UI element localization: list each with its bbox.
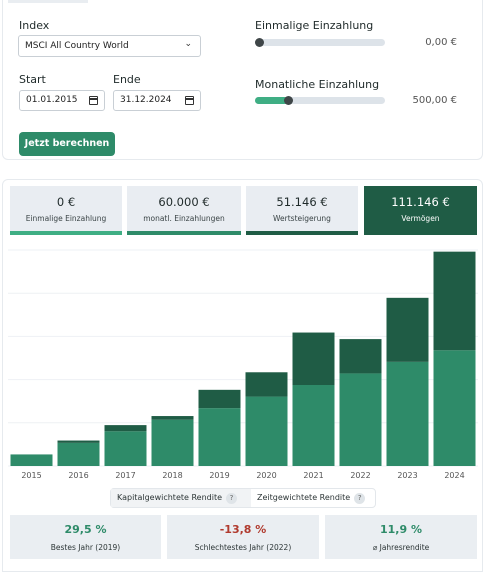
tab-label: Zeitgewichtete Rendite — [257, 493, 351, 502]
summary-caption: Vermögen — [401, 214, 440, 223]
tab-label: Kapitalgewichtete Rendite — [117, 493, 223, 502]
kpi-caption: ⌀ Jahresrendite — [372, 543, 430, 552]
chevron-down-icon: ⌄ — [184, 39, 192, 49]
kpi-best-year: 29,5 % Bestes Jahr (2019) — [10, 515, 161, 559]
summary-accent-bar — [246, 231, 358, 235]
x-tick-label: 2020 — [256, 471, 276, 480]
summary-total: 111.146 € Vermögen — [364, 186, 477, 235]
x-tick-label: 2017 — [115, 471, 135, 480]
kpi-caption: Bestes Jahr (2019) — [50, 543, 121, 552]
summary-value: 0 € — [56, 195, 76, 209]
end-date-input[interactable]: 31.12.2024 — [113, 90, 201, 111]
bar-deposits — [10, 454, 53, 466]
bar-growth — [151, 416, 194, 420]
summary-value: 51.146 € — [276, 195, 328, 209]
one-time-deposit-value: 0,00 € — [425, 37, 457, 48]
kpi-value: 11,9 % — [380, 523, 422, 536]
bar-growth — [433, 251, 476, 351]
help-icon[interactable]: ? — [226, 493, 238, 504]
bar-growth — [339, 339, 382, 374]
monthly-deposit-slider[interactable] — [255, 96, 385, 105]
bar-deposits — [292, 385, 335, 466]
one-time-deposit-label: Einmalige Einzahlung — [255, 19, 374, 32]
bar-growth — [57, 440, 100, 443]
tab-indicator — [8, 0, 88, 3]
x-tick-label: 2015 — [21, 471, 41, 480]
summary-accent-bar — [10, 231, 122, 235]
summary-caption: Einmalige Einzahlung — [25, 214, 107, 223]
calendar-icon[interactable] — [89, 96, 98, 105]
kpi-average-return: 11,9 % ⌀ Jahresrendite — [325, 515, 477, 559]
x-tick-label: 2018 — [162, 471, 182, 480]
kpi-worst-year: -13,8 % Schlechtestes Jahr (2022) — [167, 515, 319, 559]
slider-handle[interactable] — [283, 96, 293, 105]
bar-growth — [245, 372, 288, 397]
bar-deposits — [339, 373, 382, 466]
bar-deposits — [57, 442, 100, 466]
bar-deposits — [151, 419, 194, 466]
bar-growth — [198, 389, 241, 409]
calendar-icon[interactable] — [185, 96, 194, 105]
x-tick-label: 2024 — [444, 471, 464, 480]
end-label: Ende — [113, 73, 141, 86]
slider-fill — [255, 97, 288, 104]
summary-caption: monatl. Einzahlungen — [143, 214, 225, 223]
tab-time-weighted[interactable]: Zeitgewichtete Rendite? — [251, 489, 375, 507]
return-type-toggle[interactable]: Kapitalgewichtete Rendite? Zeitgewichtet… — [110, 488, 376, 508]
help-icon[interactable]: ? — [354, 493, 366, 504]
index-select-value: MSCI All Country World — [25, 41, 129, 51]
index-select[interactable]: MSCI All Country World ⌄ — [18, 35, 201, 57]
kpi-caption: Schlechtestes Jahr (2022) — [194, 543, 292, 552]
summary-caption: Wertsteigerung — [273, 214, 331, 223]
x-tick-label: 2019 — [209, 471, 229, 480]
x-tick-label: 2022 — [350, 471, 370, 480]
bar-growth — [292, 332, 335, 385]
bar-growth — [104, 425, 147, 432]
bar-growth — [386, 297, 429, 362]
summary-monthly: 60.000 € monatl. Einzahlungen — [127, 186, 241, 235]
summary-one-time: 0 € Einmalige Einzahlung — [10, 186, 122, 235]
bar-deposits — [104, 431, 147, 466]
kpi-value: -13,8 % — [219, 523, 267, 536]
calculate-button[interactable]: Jetzt berechnen — [19, 132, 115, 156]
bar-deposits — [433, 350, 476, 466]
slider-handle[interactable] — [255, 38, 264, 47]
summary-growth: 51.146 € Wertsteigerung — [246, 186, 358, 235]
monthly-deposit-value: 500,00 € — [412, 95, 457, 106]
x-tick-label: 2021 — [303, 471, 323, 480]
one-time-deposit-slider[interactable] — [255, 38, 385, 47]
monthly-deposit-label: Monatliche Einzahlung — [255, 78, 380, 91]
tab-capital-weighted[interactable]: Kapitalgewichtete Rendite? — [111, 489, 251, 507]
summary-value: 60.000 € — [158, 195, 210, 209]
x-tick-label: 2016 — [68, 471, 88, 480]
summary-accent-bar — [127, 231, 241, 235]
bar-deposits — [198, 408, 241, 466]
summary-value: 111.146 € — [391, 195, 450, 209]
end-date-value: 31.12.2024 — [120, 95, 172, 105]
x-tick-label: 2023 — [397, 471, 417, 480]
bar-deposits — [386, 361, 429, 466]
start-date-value: 01.01.2015 — [26, 95, 78, 105]
start-date-input[interactable]: 01.01.2015 — [19, 90, 105, 111]
bar-deposits — [245, 396, 288, 466]
kpi-value: 29,5 % — [64, 523, 107, 536]
start-label: Start — [19, 73, 46, 86]
index-label: Index — [19, 19, 50, 32]
